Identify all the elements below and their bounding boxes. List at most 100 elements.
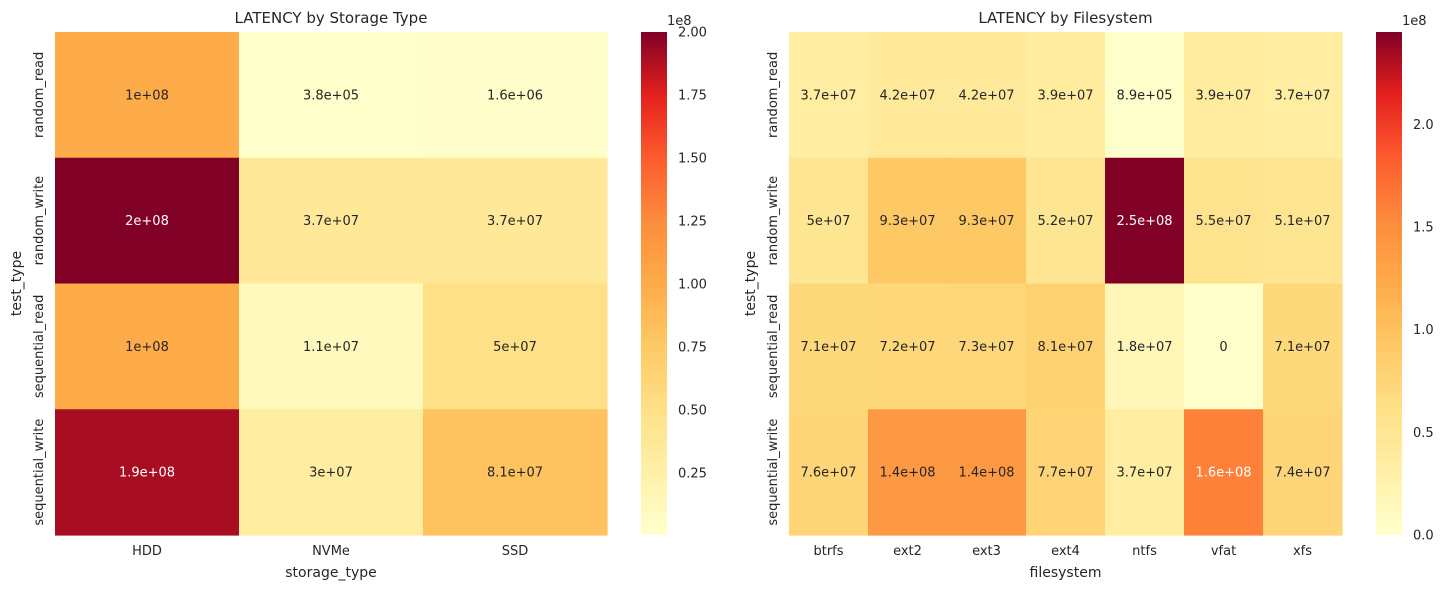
cell-annotation: 7.2e+07 (879, 340, 935, 355)
x-tick-label: btrfs (813, 544, 843, 559)
x-tick-label: vfat (1211, 544, 1236, 559)
heatmap-cell (947, 409, 1027, 536)
heatmap-cell (868, 409, 948, 536)
heatmap-cell (868, 32, 948, 159)
y-axis-label: test_type (743, 251, 759, 316)
cell-annotation: 1.6e+06 (487, 88, 543, 103)
cell-annotation: 7.6e+07 (800, 466, 856, 481)
heatmap-cell (1184, 409, 1264, 536)
heatmap-cell (1263, 283, 1343, 410)
heatmap-cell (947, 157, 1027, 285)
colorbar-tick-label: 1.0 (1413, 323, 1434, 338)
heatmap-cell (789, 32, 869, 159)
heatmap-cell (55, 283, 240, 410)
heatmap-panel-2: 3.7e+07 4.2e+07 4.2e+07 3.9e+07 8.9e+05 3.9e+… (743, 9, 1434, 581)
heatmap-cell (1263, 409, 1343, 536)
heatmap-cell (789, 283, 869, 410)
colorbar-tick-label: 0.0 (1413, 529, 1434, 544)
cell-annotation: 2.5e+08 (1116, 214, 1172, 229)
cell-annotation: 7.4e+07 (1274, 466, 1330, 481)
colorbar-tick-label: 1.00 (678, 277, 707, 292)
cell-annotation: 7.3e+07 (958, 340, 1014, 355)
cell-annotation: 3.9e+07 (1195, 88, 1251, 103)
y-tick-label: sequential_write (32, 419, 47, 526)
x-tick-label: xfs (1293, 544, 1312, 559)
cell-annotation: 3.7e+07 (1116, 466, 1172, 481)
colorbar-tick-label: 0.50 (678, 403, 707, 418)
heatmap-cell (55, 157, 240, 285)
colorbar-tick-label: 0.75 (678, 340, 707, 355)
heatmap-cell (423, 157, 608, 285)
cell-annotation: 3.7e+07 (1274, 88, 1330, 103)
x-tick-label: SSD (502, 544, 529, 559)
colorbar-tick-label: 2.00 (678, 26, 707, 41)
cell-annotation: 3e+07 (309, 466, 353, 481)
heatmap-cell (1026, 157, 1106, 285)
cell-annotation: 3.7e+07 (487, 214, 543, 229)
heatmap-cell (1263, 32, 1343, 159)
heatmap-cell (1105, 409, 1185, 536)
y-tick-label: sequential_write (766, 419, 781, 526)
colorbar-tick-label: 0.25 (678, 466, 707, 481)
x-tick-label: ext2 (893, 544, 922, 559)
cell-annotation: 1.1e+07 (303, 340, 359, 355)
heatmap-cell (1026, 409, 1106, 536)
heatmap-cell (239, 32, 424, 159)
colorbar-offset-label: 1e8 (1402, 14, 1427, 29)
colorbar-tick-label: 2.0 (1413, 118, 1434, 133)
y-tick-label: sequential_read (766, 295, 781, 399)
heatmap-cell (868, 157, 948, 285)
x-tick-label: ext4 (1051, 544, 1080, 559)
heatmap-cell (789, 157, 869, 285)
heatmap-cell (423, 32, 608, 159)
x-tick-label: HDD (132, 544, 162, 559)
chart-title: LATENCY by Filesystem (978, 9, 1152, 27)
heatmap-cell (239, 157, 424, 285)
colorbar-tick-label: 1.25 (678, 214, 707, 229)
heatmap-panel-1: 1e+08 3.8e+05 1.6e+06 2e+08 3.7e+07 3.7e+07 1e… (9, 9, 707, 581)
cell-annotation: 9.3e+07 (879, 214, 935, 229)
heatmap-cell (1105, 32, 1185, 159)
heatmap-cell (1184, 157, 1264, 285)
heatmap-cell (947, 283, 1027, 410)
colorbar-tick-label: 1.5 (1413, 221, 1434, 236)
heatmap-cell (1105, 283, 1185, 410)
cell-annotation: 3.9e+07 (1037, 88, 1093, 103)
chart-title: LATENCY by Storage Type (235, 9, 428, 27)
heatmap-cell (1026, 32, 1106, 159)
x-tick-label: NVMe (312, 544, 350, 559)
heatmap-cell (423, 283, 608, 410)
heatmap-cell (789, 409, 869, 536)
cell-annotation: 1e+08 (125, 88, 169, 103)
heatmap-cell (1026, 283, 1106, 410)
cell-annotation: 7.1e+07 (800, 340, 856, 355)
cell-annotation: 1.6e+08 (1195, 466, 1251, 481)
heatmap-cell (55, 32, 240, 159)
y-axis-label: test_type (9, 251, 25, 316)
heatmap-cell (1184, 32, 1264, 159)
y-tick-label: random_write (32, 176, 47, 266)
colorbar-tick-label: 1.75 (678, 88, 707, 103)
colorbar-gradient (1376, 32, 1402, 535)
cell-annotation: 5.5e+07 (1195, 214, 1251, 229)
x-axis-label: storage_type (285, 565, 376, 581)
cell-annotation: 8.1e+07 (1037, 340, 1093, 355)
cell-annotation: 1.4e+08 (879, 466, 935, 481)
colorbar-gradient (641, 32, 667, 535)
y-tick-label: sequential_read (32, 295, 47, 399)
colorbar-offset-label: 1e8 (667, 14, 692, 29)
cell-annotation: 4.2e+07 (879, 88, 935, 103)
heatmap-cell (1263, 157, 1343, 285)
y-tick-label: random_read (32, 52, 47, 138)
cell-annotation: 3.8e+05 (303, 88, 359, 103)
heatmap-cell (947, 32, 1027, 159)
cell-annotation: 3.7e+07 (303, 214, 359, 229)
colorbar: 0.0 0.5 1.0 1.5 2.0 1e8 (1376, 14, 1434, 544)
cell-annotation: 7.1e+07 (1274, 340, 1330, 355)
cell-annotation: 1.4e+08 (958, 466, 1014, 481)
cell-annotation: 1e+08 (125, 340, 169, 355)
heatmap-cell (868, 283, 948, 410)
cell-annotation: 8.9e+05 (1116, 88, 1172, 103)
